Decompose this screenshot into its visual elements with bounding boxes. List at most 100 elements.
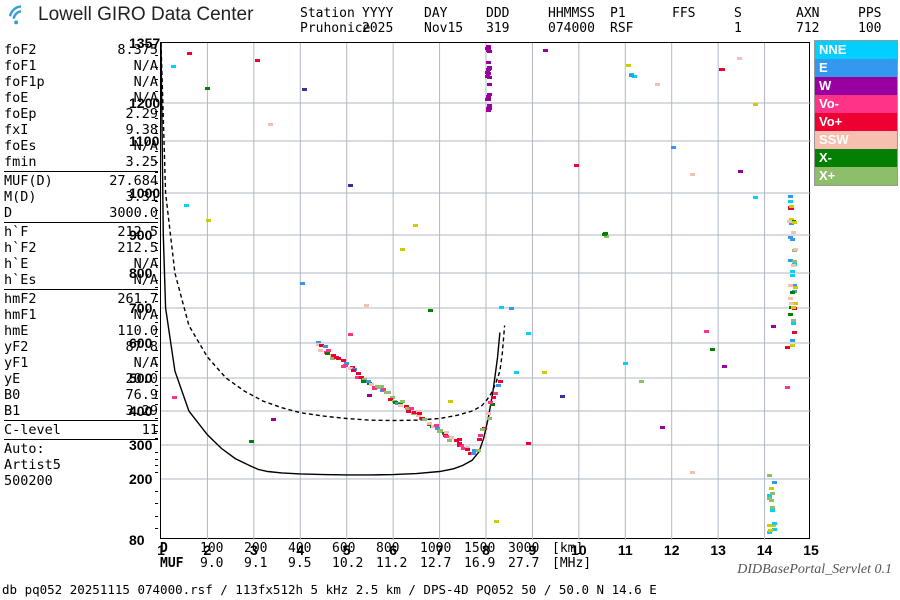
y-axis-tick-label: 500 bbox=[129, 370, 152, 386]
ionogram-data-point bbox=[413, 224, 418, 227]
station-info-table: Station YYYY DAY DDD HHMMSS P1 FFS S AXN… bbox=[300, 6, 900, 36]
ionogram-data-point bbox=[769, 487, 774, 490]
ionogram-data-point bbox=[487, 417, 492, 420]
legend-item-w[interactable]: W bbox=[815, 77, 897, 95]
ionogram-data-point bbox=[768, 529, 773, 532]
ionogram-data-point bbox=[486, 61, 491, 64]
ionogram-data-point bbox=[487, 76, 492, 79]
measurement-row: C-level 11 bbox=[2, 422, 160, 438]
ionogram-data-point bbox=[772, 522, 777, 525]
ionogram-data-point bbox=[738, 170, 743, 173]
ionogram-data-point bbox=[560, 395, 565, 398]
servlet-version-label: DIDBasePortal_Servlet 0.1 bbox=[737, 562, 892, 578]
ionogram-data-point bbox=[457, 442, 462, 445]
ionogram-data-point bbox=[187, 52, 192, 55]
ionogram-data-point bbox=[184, 204, 189, 207]
ionogram-data-point bbox=[753, 103, 758, 106]
ionogram-data-point bbox=[771, 325, 776, 328]
ionogram-data-point bbox=[356, 372, 361, 375]
ionogram-data-point bbox=[737, 57, 742, 60]
ionogram-data-point bbox=[792, 260, 797, 263]
ionogram-data-point bbox=[655, 83, 660, 86]
measurement-row: foF1p N/A bbox=[2, 74, 160, 90]
ionogram-data-point bbox=[326, 349, 331, 352]
ionogram-data-point bbox=[514, 371, 519, 374]
legend-item-nne[interactable]: NNE bbox=[815, 41, 897, 59]
ionogram-data-point bbox=[785, 346, 790, 349]
ionogram-data-point bbox=[626, 64, 631, 67]
chart-gridlines-and-traces bbox=[161, 43, 811, 540]
y-axis-tick-label: 800 bbox=[129, 265, 152, 281]
ionogram-data-point bbox=[791, 264, 796, 267]
ionogram-data-point bbox=[704, 330, 709, 333]
ionogram-data-point bbox=[341, 359, 346, 362]
ionogram-data-point bbox=[367, 394, 372, 397]
ionogram-data-point bbox=[205, 87, 210, 90]
legend-item-x-plus[interactable]: X+ bbox=[815, 167, 897, 185]
ionogram-data-point bbox=[770, 492, 775, 495]
ionogram-data-point bbox=[792, 331, 797, 334]
ionogram-data-point bbox=[449, 436, 454, 439]
ionogram-data-point bbox=[171, 65, 176, 68]
ionogram-data-point bbox=[428, 309, 433, 312]
ionogram-data-point bbox=[444, 431, 449, 434]
ionogram-data-point bbox=[542, 371, 547, 374]
bottom-scale-table: D 100 200 400 600 800 1000 1500 3000 [km] MUF 9.0 9… bbox=[160, 541, 810, 571]
ionogram-data-point bbox=[172, 396, 177, 399]
y-axis-tick-label: 600 bbox=[129, 335, 152, 351]
y-axis-tick-label: 1000 bbox=[129, 185, 160, 201]
ionogram-data-point bbox=[710, 348, 715, 351]
ionogram-data-point bbox=[476, 449, 481, 452]
legend-item-vo-minus[interactable]: Vo- bbox=[815, 95, 897, 113]
ionogram-data-point bbox=[447, 439, 452, 442]
ionogram-chart[interactable]: 1357 1200 1100 1000 900 800 700 600 500 400 300 200… bbox=[160, 42, 810, 539]
ionogram-data-point bbox=[790, 274, 795, 277]
legend-item-e[interactable]: E bbox=[815, 59, 897, 77]
ionogram-data-point bbox=[790, 344, 795, 347]
ionogram-data-point bbox=[526, 442, 531, 445]
ionogram-data-point bbox=[574, 164, 579, 167]
y-axis-tick-label: 80 bbox=[129, 532, 145, 548]
ionogram-data-point bbox=[790, 270, 795, 273]
ionogram-data-point bbox=[499, 306, 504, 309]
y-axis-tick-label: 700 bbox=[129, 300, 152, 316]
ionogram-data-point bbox=[255, 59, 260, 62]
ionogram-data-point bbox=[496, 384, 501, 387]
ionogram-data-point bbox=[487, 66, 492, 69]
ionogram-data-point bbox=[491, 396, 496, 399]
ionogram-data-point bbox=[348, 333, 353, 336]
ionogram-data-point bbox=[493, 392, 498, 395]
app-header: Lowell GIRO Data Center bbox=[8, 4, 253, 26]
ionogram-data-point bbox=[488, 401, 493, 404]
ionogram-data-point bbox=[487, 83, 492, 86]
ionogram-data-point bbox=[789, 205, 794, 208]
ionogram-data-point bbox=[494, 520, 499, 523]
ionogram-data-point bbox=[271, 418, 276, 421]
legend-item-vo-plus[interactable]: Vo+ bbox=[815, 113, 897, 131]
ionogram-data-point bbox=[487, 107, 492, 110]
measurement-row: B0 76.9 bbox=[2, 387, 160, 403]
ionogram-data-point bbox=[485, 98, 490, 101]
ionogram-data-point bbox=[770, 509, 775, 512]
lowell-logo-icon bbox=[8, 4, 34, 26]
ionogram-data-point bbox=[791, 322, 796, 325]
legend-item-ssw[interactable]: SSW bbox=[815, 131, 897, 149]
ionogram-data-point bbox=[480, 428, 485, 431]
ionogram-data-point bbox=[785, 386, 790, 389]
ionogram-data-point bbox=[792, 221, 797, 224]
ionogram-data-point bbox=[793, 248, 798, 251]
ionogram-data-point bbox=[448, 400, 453, 403]
ionogram-data-point bbox=[398, 404, 403, 407]
ionogram-data-point bbox=[639, 380, 644, 383]
ionogram-data-point bbox=[629, 74, 634, 77]
measurement-row: yF1 N/A bbox=[2, 355, 160, 371]
measurement-row: fmin 3.25 bbox=[2, 154, 160, 170]
ionogram-data-point bbox=[660, 426, 665, 429]
ionogram-data-point bbox=[417, 412, 422, 415]
ionogram-data-point bbox=[543, 49, 548, 52]
ionogram-data-point bbox=[487, 93, 492, 96]
ionogram-data-point bbox=[384, 391, 389, 394]
y-axis-tick-label: 1100 bbox=[129, 133, 159, 149]
ionogram-data-point bbox=[369, 383, 374, 386]
legend-item-x-minus[interactable]: X- bbox=[815, 149, 897, 167]
